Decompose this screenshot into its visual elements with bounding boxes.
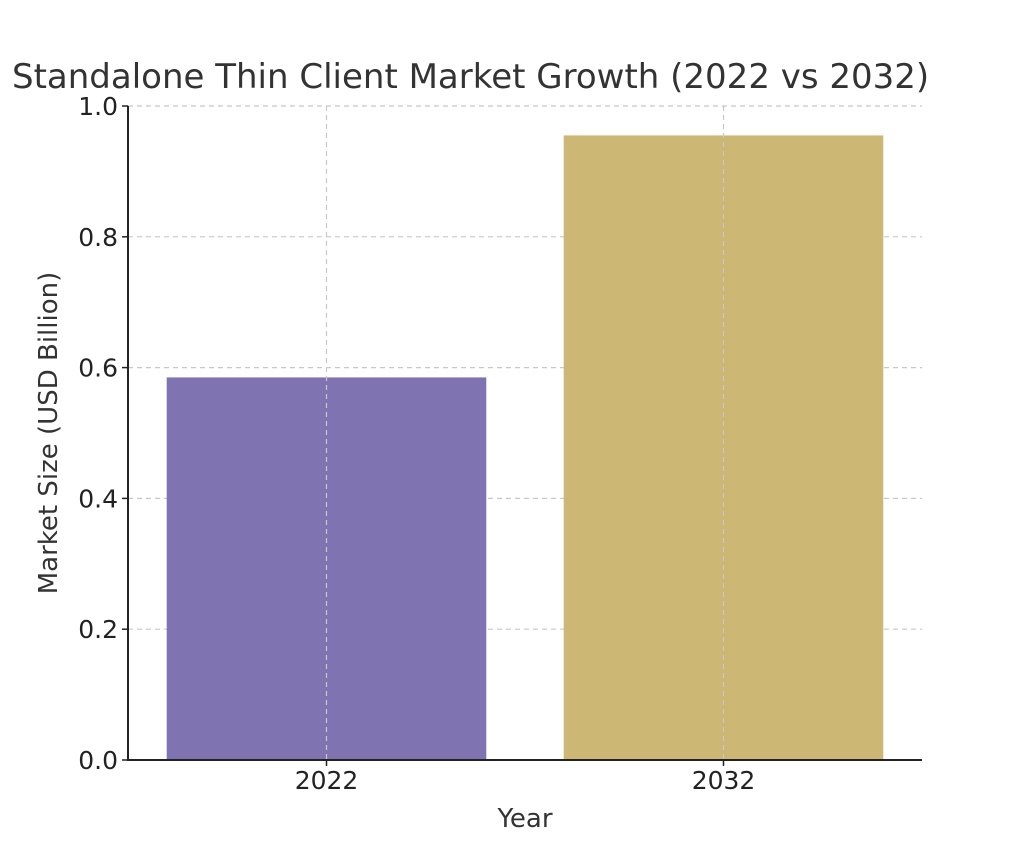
y-tick-label: 0.6 (78, 354, 118, 383)
y-ticks: 0.0 0.2 0.4 0.6 0.8 1.0 (78, 92, 128, 775)
y-tick-label: 0.2 (78, 615, 118, 644)
chart-title: Standalone Thin Client Market Growth (20… (12, 57, 929, 97)
x-axis-label: Year (496, 804, 552, 834)
y-axis-label: Market Size (USD Billion) (34, 272, 64, 595)
y-tick-label: 0.0 (78, 746, 118, 775)
bars (166, 135, 884, 760)
y-tick-label: 1.0 (78, 92, 118, 121)
x-ticks: 2022 2032 (295, 760, 756, 795)
x-grid (325, 106, 725, 760)
y-tick-label: 0.8 (78, 223, 118, 252)
x-tick-label: 2032 (692, 766, 756, 795)
x-tick-label: 2022 (295, 766, 359, 795)
y-tick-label: 0.4 (78, 484, 118, 513)
